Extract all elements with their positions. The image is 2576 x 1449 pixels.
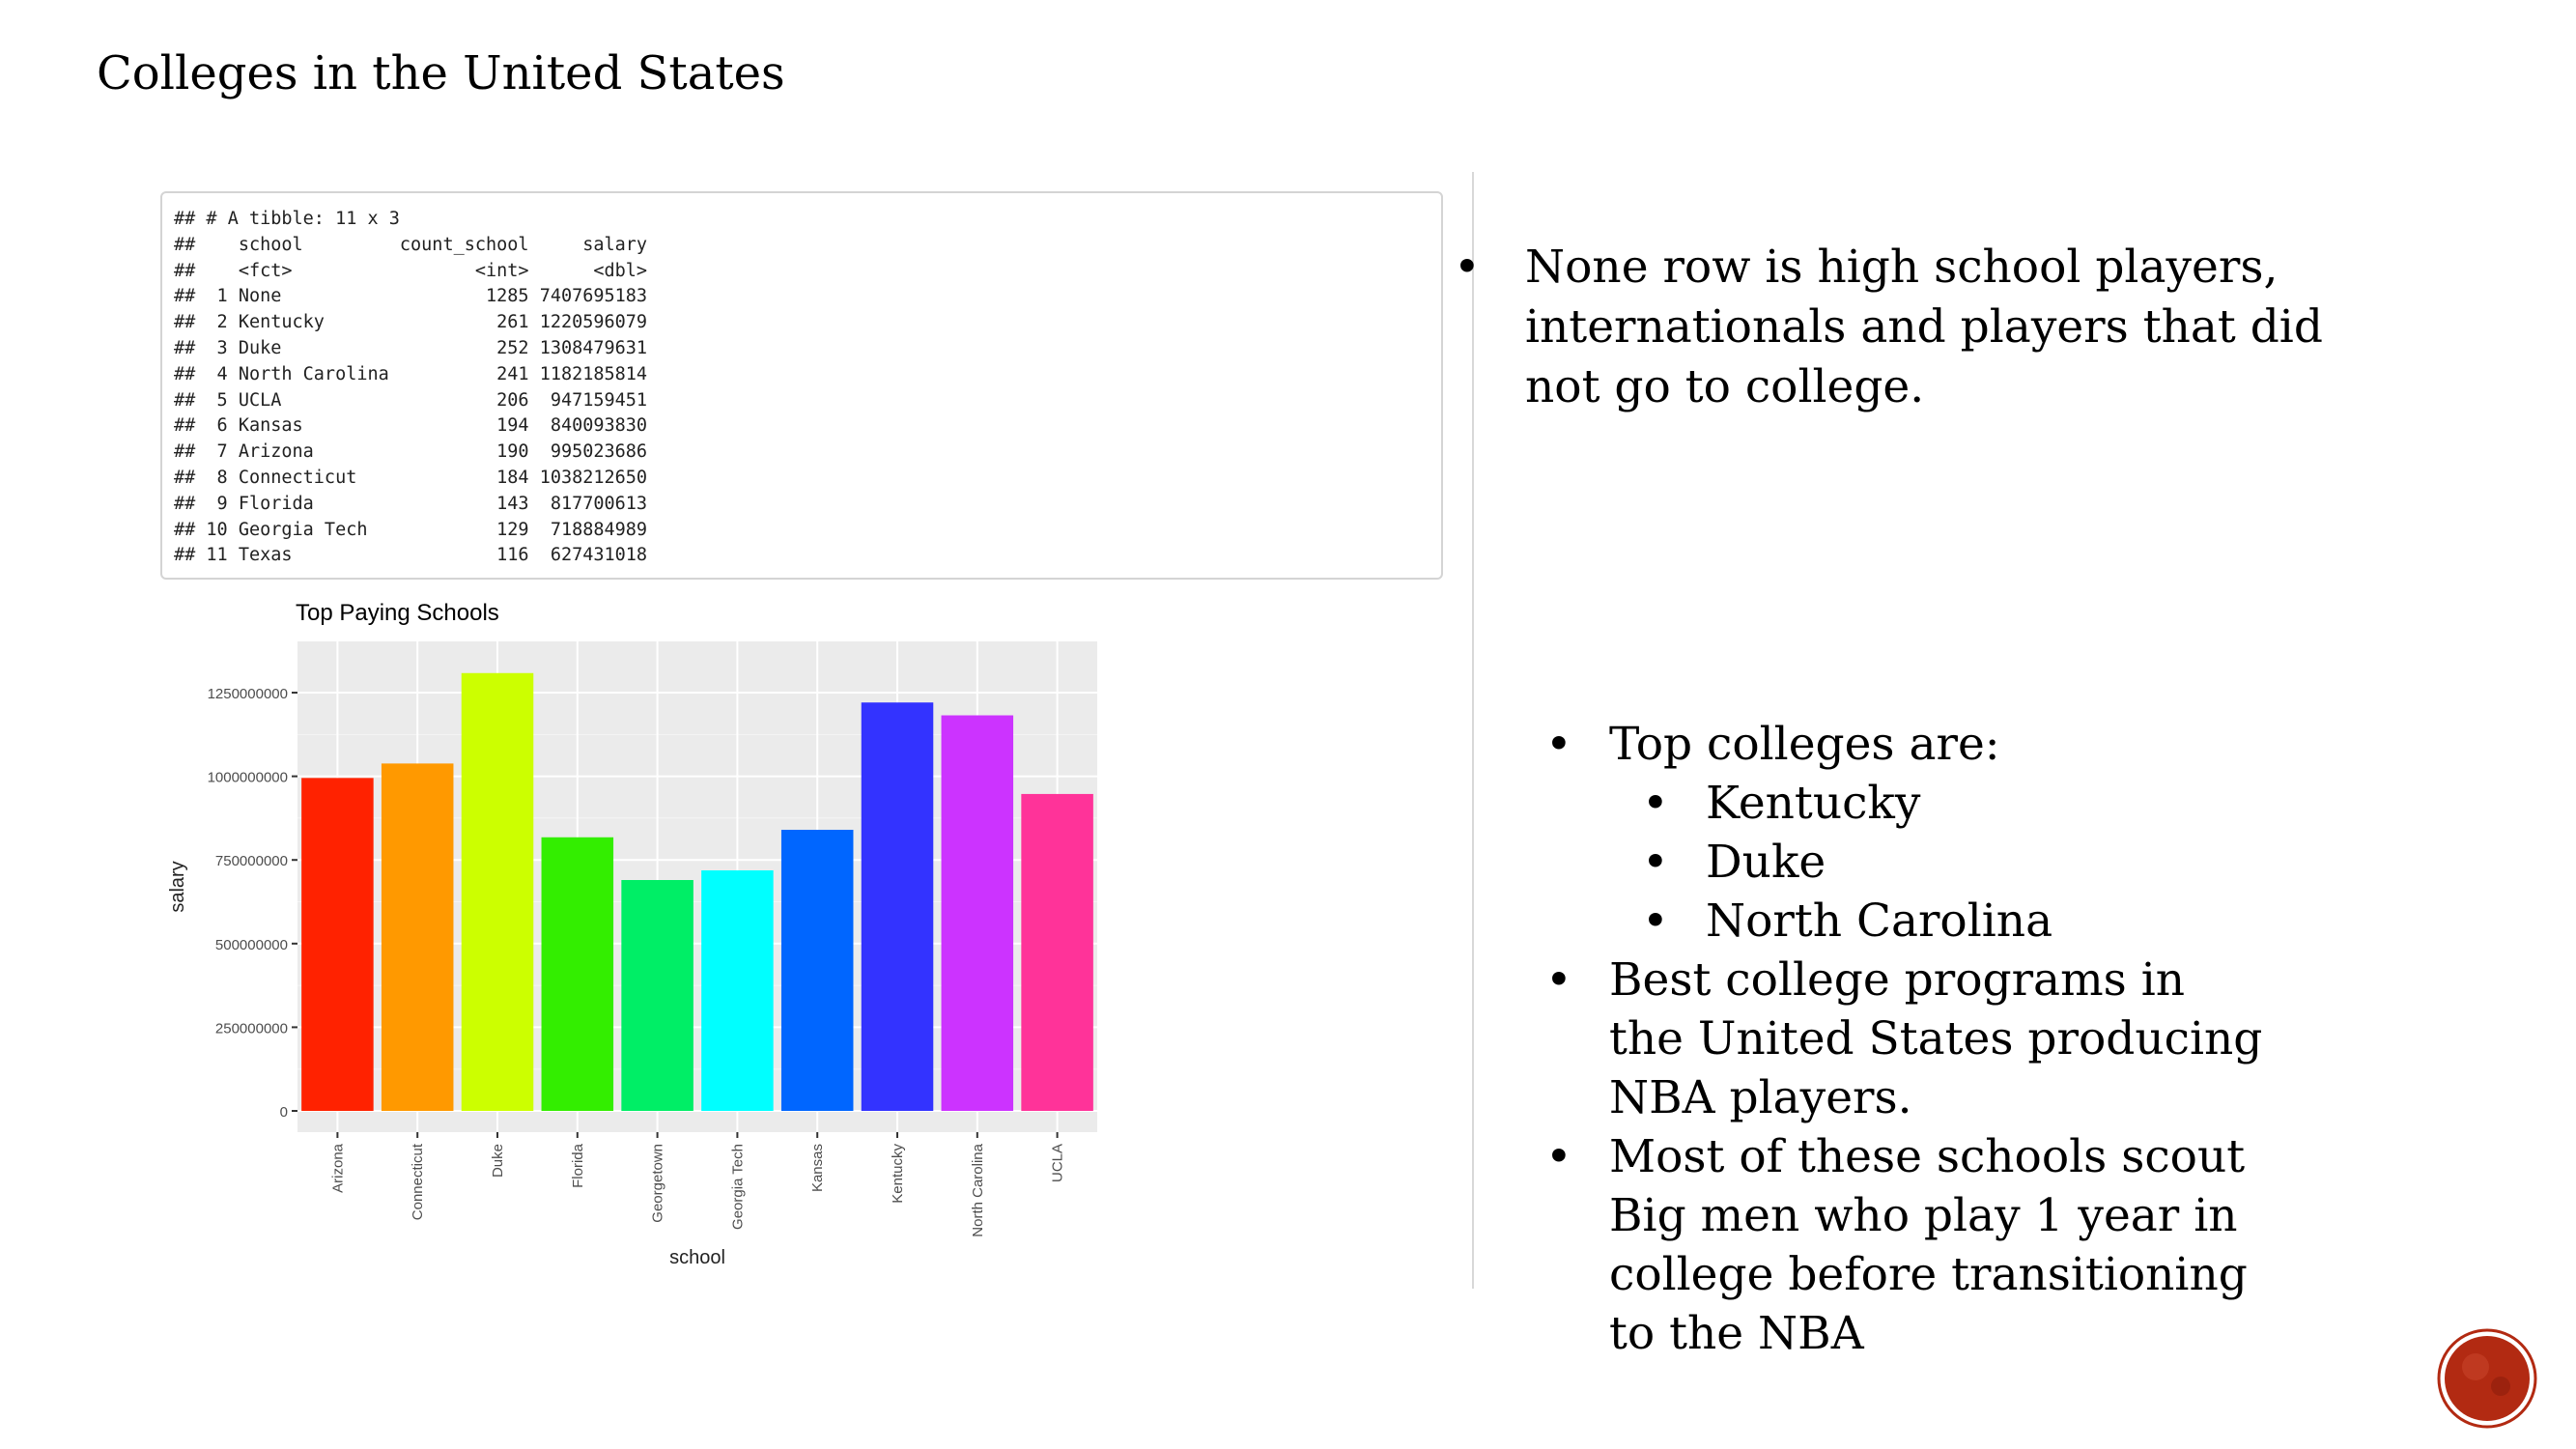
y-axis-label: salary xyxy=(167,861,188,912)
x-tick-label: Georgetown xyxy=(650,1144,666,1223)
list-item: to the NBA xyxy=(1609,1307,1864,1360)
bar-arizona xyxy=(301,778,374,1111)
bullet-icon: • xyxy=(1642,836,1669,889)
sub-list-item: Kentucky xyxy=(1706,777,1921,830)
x-tick-label: Georgia Tech xyxy=(729,1144,746,1230)
bullet-icon: • xyxy=(1545,1130,1572,1183)
code-line: ## school count_school salary xyxy=(174,234,648,255)
sub-list-item: Duke xyxy=(1706,836,1826,889)
bullet-icon xyxy=(1545,1068,1609,1127)
bar-kentucky xyxy=(861,702,934,1111)
code-line: ## 9 Florida 143 817700613 xyxy=(174,493,648,514)
bullet-icon: • xyxy=(1642,895,1669,948)
bars-layer xyxy=(301,672,1093,1111)
list-item: Big men who play 1 year in xyxy=(1609,1189,2238,1242)
y-tick-label: 250000000 xyxy=(215,1020,288,1037)
list-item: college before transitioning xyxy=(1609,1248,2248,1301)
code-line: ## 1 None 1285 7407695183 xyxy=(174,286,648,307)
divider xyxy=(1472,172,1474,1289)
code-line: ## 11 Texas 116 627431018 xyxy=(174,545,648,566)
bar-duke xyxy=(461,672,534,1111)
bullet-icon xyxy=(1545,1009,1609,1068)
bullet-icon xyxy=(1454,357,1525,417)
list-item: Top colleges are: xyxy=(1609,718,2000,771)
bullet-icon: • xyxy=(1454,241,1481,294)
y-tick-label: 1000000000 xyxy=(208,770,288,786)
x-axis: Arizona Connecticut Duke Florida Georgetown G… xyxy=(329,1132,1066,1237)
bar-georgia-tech xyxy=(701,869,774,1111)
y-axis: 0 250000000 500000000 750000000 1000000000 12… xyxy=(208,686,297,1121)
x-tick-label: Florida xyxy=(570,1143,586,1188)
code-line: ## <fct> <int> <dbl> xyxy=(174,260,648,281)
bar-kansas xyxy=(780,830,854,1111)
bar-georgetown xyxy=(621,880,694,1111)
x-tick-label: Arizona xyxy=(329,1143,346,1193)
note-line: internationals and players that did xyxy=(1525,300,2323,354)
bar-florida xyxy=(541,837,614,1111)
note-line: None row is high school players, xyxy=(1525,241,2279,294)
x-tick-label: North Carolina xyxy=(970,1143,986,1236)
x-tick-label: UCLA xyxy=(1050,1144,1066,1182)
note-line: not go to college. xyxy=(1525,360,1925,413)
code-line: ## 10 Georgia Tech 129 718884989 xyxy=(174,519,648,540)
list-item: the United States producing xyxy=(1609,1012,2263,1065)
bullet-icon: • xyxy=(1642,777,1669,830)
bar-chart: Top Paying Schools 0 250000000 500000000 75… xyxy=(167,600,1097,1268)
code-line: ## 7 Arizona 190 995023686 xyxy=(174,441,648,463)
bullet-icon xyxy=(1454,298,1525,357)
bullet-icon xyxy=(1545,1245,1609,1304)
code-line: ## 6 Kansas 194 840093830 xyxy=(174,415,648,437)
bar-north-carolina xyxy=(941,715,1014,1111)
y-tick-label: 1250000000 xyxy=(208,686,288,702)
x-tick-label: Duke xyxy=(490,1144,506,1178)
y-tick-label: 0 xyxy=(280,1104,288,1121)
x-axis-label: school xyxy=(669,1247,725,1268)
code-output-box: ## # A tibble: 11 x 3 ## school count_sch… xyxy=(160,191,1443,580)
y-tick-label: 500000000 xyxy=(215,937,288,953)
bullet-icon: • xyxy=(1545,718,1572,771)
x-tick-label: Kentucky xyxy=(890,1144,906,1204)
bullet-icon: • xyxy=(1545,953,1572,1007)
slide-title: Colleges in the United States xyxy=(97,46,785,100)
red-circle-logo-icon xyxy=(2437,1328,2537,1429)
code-line: ## 5 UCLA 206 947159451 xyxy=(174,389,648,411)
code-line: ## 2 Kentucky 261 1220596079 xyxy=(174,312,648,333)
list-item: Most of these schools scout xyxy=(1609,1130,2246,1183)
bar-connecticut xyxy=(381,763,454,1111)
code-line: ## 8 Connecticut 184 1038212650 xyxy=(174,467,648,488)
x-tick-label: Kansas xyxy=(809,1144,826,1192)
x-tick-label: Connecticut xyxy=(410,1143,426,1220)
code-line: ## # A tibble: 11 x 3 xyxy=(174,209,400,229)
code-line: ## 3 Duke 252 1308479631 xyxy=(174,337,648,358)
note-block: • None row is high school players, interna… xyxy=(1454,238,2323,417)
list-item: NBA players. xyxy=(1609,1071,1912,1124)
list-item: Best college programs in xyxy=(1609,953,2185,1007)
bar-ucla xyxy=(1021,793,1093,1111)
code-line: ## 4 North Carolina 241 1182185814 xyxy=(174,363,648,384)
sub-list-item: North Carolina xyxy=(1706,895,2053,948)
bullet-icon xyxy=(1545,1304,1609,1363)
bullet-list: • Top colleges are: • Kentucky • Duke • North C… xyxy=(1545,715,2337,1363)
chart-title: Top Paying Schools xyxy=(296,600,499,626)
y-tick-label: 750000000 xyxy=(215,853,288,869)
bullet-icon xyxy=(1545,1186,1609,1245)
